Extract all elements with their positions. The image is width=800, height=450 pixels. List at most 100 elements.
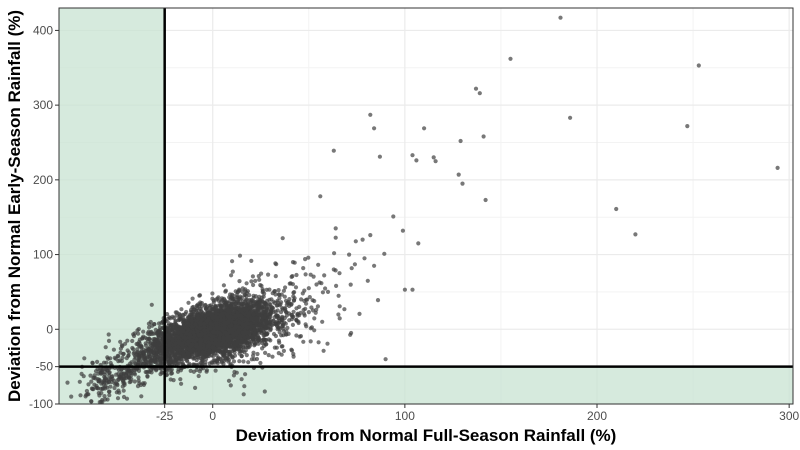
y-tick-label: 400	[33, 23, 53, 37]
data-point	[229, 344, 234, 349]
data-point	[234, 292, 239, 298]
data-point	[106, 377, 111, 382]
data-point	[249, 357, 254, 362]
data-point	[431, 155, 436, 160]
data-point	[234, 346, 239, 351]
data-point	[261, 294, 266, 299]
data-point	[304, 301, 309, 306]
data-point	[302, 313, 307, 318]
data-point	[132, 357, 137, 362]
data-point	[172, 334, 177, 340]
data-point	[206, 311, 211, 317]
data-point	[194, 306, 199, 311]
data-point	[147, 325, 152, 330]
data-point	[290, 274, 295, 279]
data-point	[298, 334, 303, 339]
data-point	[210, 334, 215, 339]
data-point	[696, 63, 701, 68]
data-point	[241, 345, 246, 350]
data-point	[272, 300, 277, 306]
data-point	[206, 351, 211, 356]
data-point	[244, 307, 249, 312]
data-point	[320, 319, 325, 324]
data-point	[360, 237, 365, 242]
data-point	[231, 296, 236, 301]
data-point	[195, 329, 200, 334]
data-point	[190, 296, 195, 301]
data-point	[193, 322, 198, 327]
data-point	[191, 330, 196, 335]
data-point	[226, 378, 232, 383]
data-point	[281, 326, 286, 331]
data-point	[325, 341, 330, 346]
data-point	[111, 347, 116, 352]
data-point	[192, 333, 197, 338]
data-point	[135, 350, 140, 355]
data-point	[362, 256, 367, 261]
data-point	[291, 298, 297, 303]
y-tick-label: 200	[33, 173, 53, 187]
data-point	[132, 331, 137, 336]
data-point	[160, 370, 165, 375]
data-point	[353, 239, 358, 244]
data-point	[110, 374, 115, 379]
data-point	[264, 326, 269, 331]
data-point	[243, 292, 248, 297]
panel-border	[58, 7, 794, 405]
data-point	[100, 397, 105, 403]
data-point	[558, 15, 563, 20]
data-point	[88, 373, 93, 378]
data-point	[287, 297, 292, 302]
data-point	[101, 366, 106, 372]
data-point	[410, 287, 415, 292]
data-point	[456, 172, 461, 177]
data-point	[130, 338, 135, 344]
data-point	[179, 381, 184, 386]
data-point	[231, 373, 236, 378]
data-point	[473, 86, 479, 91]
data-point	[181, 329, 186, 334]
data-point	[775, 165, 780, 170]
data-point	[120, 384, 125, 389]
data-point	[109, 380, 114, 385]
data-point	[269, 322, 274, 327]
data-point	[348, 282, 353, 287]
data-point	[158, 358, 163, 363]
data-point	[284, 313, 289, 318]
data-point	[477, 91, 482, 96]
data-point	[274, 262, 279, 267]
data-point	[103, 345, 108, 350]
data-point	[113, 381, 119, 386]
data-point	[301, 339, 306, 344]
data-point	[422, 126, 427, 131]
data-point	[266, 304, 272, 309]
data-point	[197, 326, 202, 331]
data-point	[237, 296, 242, 301]
data-point	[258, 283, 263, 288]
data-point	[236, 328, 242, 333]
data-point	[154, 331, 159, 336]
reference-lines	[59, 8, 793, 404]
data-point	[282, 320, 287, 325]
data-point	[377, 154, 382, 159]
data-point	[191, 369, 196, 374]
data-point	[260, 290, 265, 295]
data-point	[204, 369, 209, 374]
data-point	[248, 321, 253, 326]
data-point	[142, 381, 147, 386]
data-point	[100, 386, 105, 391]
data-point	[249, 279, 254, 284]
data-point	[202, 321, 207, 327]
data-point	[269, 297, 274, 302]
data-point	[281, 288, 286, 293]
data-point	[197, 369, 202, 374]
data-point	[156, 321, 162, 326]
data-point	[508, 56, 513, 61]
data-point	[276, 292, 281, 297]
data-point	[169, 371, 174, 376]
data-point	[322, 273, 327, 278]
data-point	[266, 337, 271, 342]
data-point	[325, 289, 331, 294]
data-point	[125, 338, 130, 343]
data-point	[221, 296, 227, 301]
